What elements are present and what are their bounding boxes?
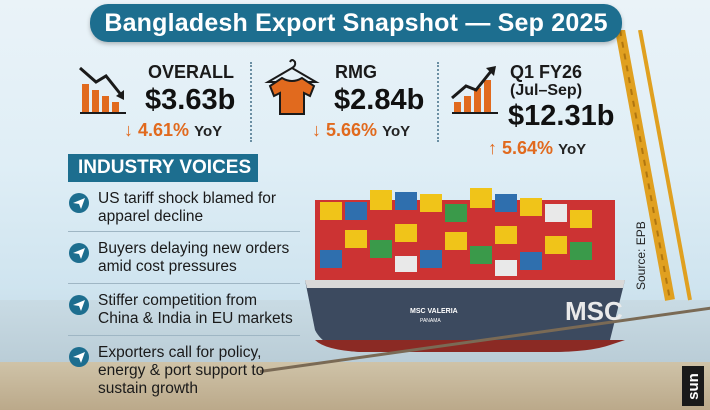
voice-divider xyxy=(68,231,300,232)
dock-background xyxy=(0,362,710,410)
voice-text: Stiffer competition from China & India i… xyxy=(98,292,293,327)
paper-plane-icon xyxy=(69,243,89,263)
title-banner: Bangladesh Export Snapshot — Sep 2025 xyxy=(90,4,622,42)
industry-voices-heading: INDUSTRY VOICES xyxy=(68,154,258,182)
q1-subtitle: (Jul–Sep) xyxy=(510,82,583,99)
q1-change-value: 5.64% xyxy=(502,138,554,158)
voice-item: Buyers delaying new orders amid cost pre… xyxy=(68,240,300,276)
paper-plane-icon xyxy=(69,295,89,315)
down-arrow-icon: ↓ xyxy=(124,120,133,140)
overall-yoy: YoY xyxy=(194,123,223,140)
rmg-value: $2.84b xyxy=(334,84,425,116)
industry-voices-label: INDUSTRY VOICES xyxy=(78,157,252,178)
rmg-title: RMG xyxy=(335,62,377,82)
voice-divider xyxy=(68,283,300,284)
q1-change: ↑ 5.64% YoY xyxy=(488,138,586,159)
overall-value: $3.63b xyxy=(145,84,236,116)
crane-graphic xyxy=(615,30,692,301)
overall-change: ↓ 4.61% YoY xyxy=(124,120,222,141)
overall-title: OVERALL xyxy=(148,62,235,82)
ship-name: MSC VALERIA xyxy=(410,308,458,315)
down-arrow-icon: ↓ xyxy=(312,120,321,140)
paper-plane-icon xyxy=(69,347,89,367)
source-credit: Source: EPB xyxy=(634,221,648,290)
rmg-yoy: YoY xyxy=(382,123,411,140)
publisher-logo: sun xyxy=(682,366,704,406)
q1-yoy: YoY xyxy=(558,141,587,158)
paper-plane-icon xyxy=(69,193,89,213)
stat-divider xyxy=(437,62,439,142)
voice-text: Buyers delaying new orders amid cost pre… xyxy=(98,240,290,275)
q1-title: Q1 FY26 xyxy=(510,62,583,82)
bar-decline-icon xyxy=(79,66,126,114)
voice-item: Exporters call for policy, energy & port… xyxy=(68,344,300,398)
voice-item: Stiffer competition from China & India i… xyxy=(68,292,300,328)
rmg-change: ↓ 5.66% YoY xyxy=(312,120,410,141)
voice-text: Exporters call for policy, energy & port… xyxy=(98,344,265,397)
rmg-change-value: 5.66% xyxy=(326,120,378,140)
bar-growth-icon xyxy=(451,66,498,114)
up-arrow-icon: ↑ xyxy=(488,138,497,158)
publisher-logo-text: sun xyxy=(684,372,702,400)
page-title: Bangladesh Export Snapshot — Sep 2025 xyxy=(104,8,608,37)
voice-text: US tariff shock blamed for apparel decli… xyxy=(98,190,277,225)
container-ship: MSC VALERIA PANAMA MSC xyxy=(305,188,625,352)
voice-item: US tariff shock blamed for apparel decli… xyxy=(68,190,300,226)
stat-divider xyxy=(250,62,252,142)
ship-flag: PANAMA xyxy=(420,318,441,324)
voice-divider xyxy=(68,335,300,336)
q1-value: $12.31b xyxy=(508,100,615,132)
shirt-icon xyxy=(264,59,320,115)
overall-change-value: 4.61% xyxy=(138,120,190,140)
